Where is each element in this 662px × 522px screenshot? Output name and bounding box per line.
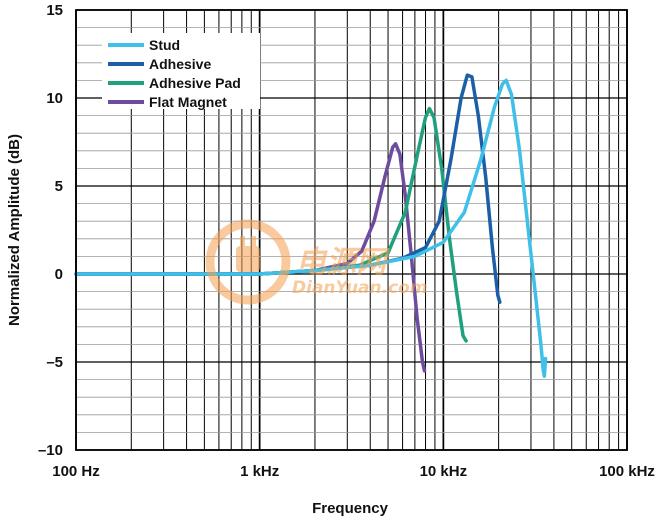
- y-tick-label: 10: [46, 90, 63, 107]
- y-tick-label: 15: [46, 2, 63, 19]
- watermark-logo: 电源网 DianYuan.com: [205, 219, 428, 305]
- plot-frame: [75, 9, 628, 451]
- y-tick-label: 5: [55, 178, 63, 195]
- y-tick-label: –10: [38, 442, 63, 459]
- y-axis-title: Normalized Amplitude (dB): [6, 134, 23, 326]
- plug-pin-icon: [240, 236, 245, 248]
- y-tick-label: 0: [55, 266, 63, 283]
- legend-label-stud: Stud: [149, 37, 180, 53]
- x-tick-label: 100 Hz: [52, 463, 100, 480]
- legend-label-flat-magnet: Flat Magnet: [149, 94, 227, 110]
- x-tick-label: 100 kHz: [599, 463, 655, 480]
- x-axis-title: Frequency: [312, 500, 389, 517]
- legend-label-adhesive: Adhesive: [149, 56, 211, 72]
- x-tick-label: 1 kHz: [240, 463, 279, 480]
- plot-border: [75, 9, 628, 451]
- watermark-english-text: DianYuan.com: [292, 278, 428, 298]
- plug-pin-icon: [251, 236, 256, 248]
- legend-label-adhesive-pad: Adhesive Pad: [149, 75, 241, 91]
- y-tick-label: –5: [46, 354, 63, 371]
- legend: Stud Adhesive Adhesive Pad Flat Magnet: [102, 33, 260, 110]
- series-lines: [74, 73, 548, 378]
- axis-labels: 100 Hz 1 kHz 10 kHz 100 kHz 15 10 5 0 –5 –10: [38, 2, 655, 480]
- watermark-ring: [205, 219, 291, 305]
- watermark-chinese-text: 电源网: [296, 245, 390, 280]
- x-tick-label: 10 kHz: [420, 463, 468, 480]
- plug-icon: [236, 246, 260, 272]
- series-line-stud: [74, 78, 548, 378]
